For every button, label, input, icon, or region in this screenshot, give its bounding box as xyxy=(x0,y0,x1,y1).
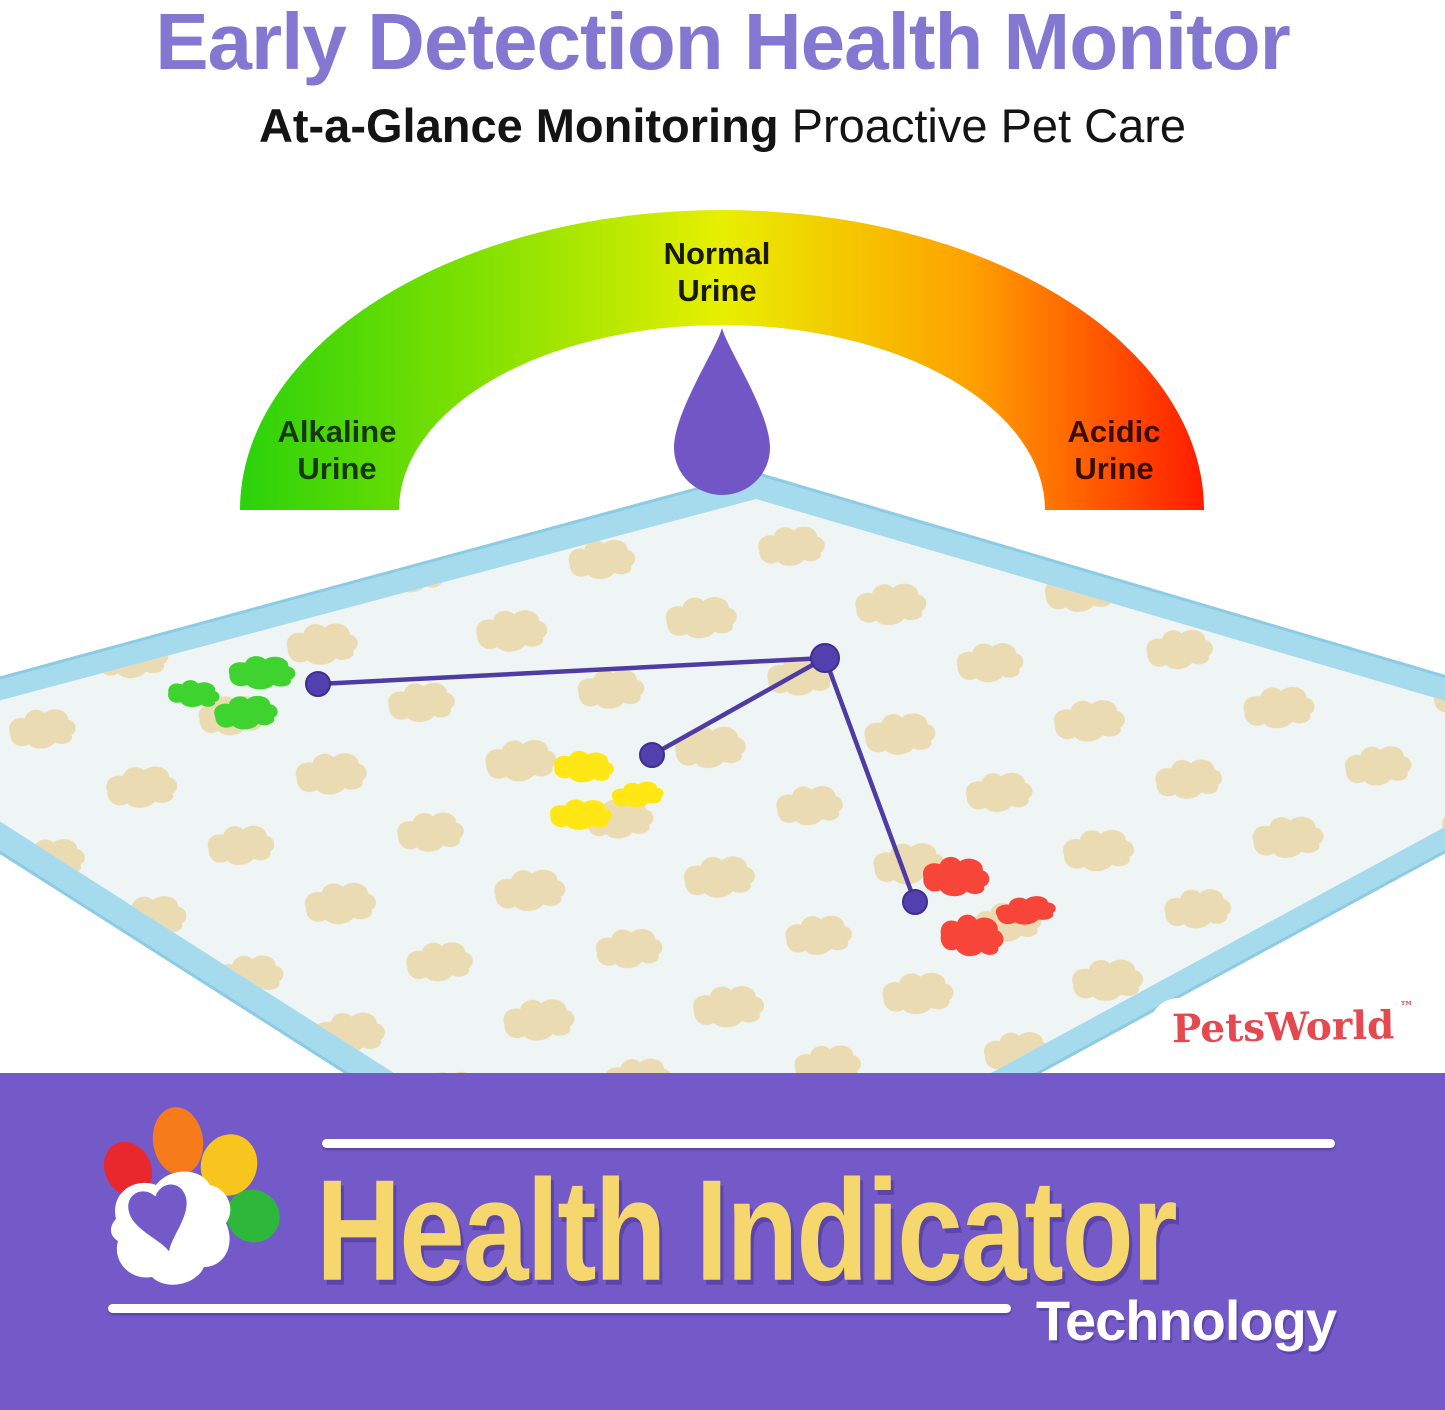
annotation-connectors xyxy=(315,655,918,905)
annotation-dots xyxy=(305,643,928,915)
brand-logo: PetsWorld ™ xyxy=(1150,993,1445,1055)
urine-drop-icon xyxy=(674,328,770,495)
subtitle-regular-text: Proactive Pet Care xyxy=(791,99,1187,152)
gauge-label-normal: Normal Urine xyxy=(663,236,771,308)
gauge-label-acidic: Acidic Urine xyxy=(1067,414,1161,486)
footer-subtitle: Technology xyxy=(1035,1289,1337,1352)
page-title: Early Detection Health Monitor xyxy=(155,0,1291,86)
footer-banner: Health Indicator Technology xyxy=(0,1073,1445,1410)
brand-trademark: ™ xyxy=(1400,999,1414,1015)
footer-divider-bottom xyxy=(108,1304,1011,1313)
paw-heart-icon xyxy=(103,1107,280,1285)
ph-gauge-arc xyxy=(240,210,1204,510)
brand-logo-text: PetsWorld xyxy=(1172,1002,1395,1052)
subtitle-bold-text: At-a-Glance Monitoring xyxy=(258,99,779,152)
page-subtitle: At-a-Glance Monitoring Proactive Pet Car… xyxy=(0,102,1445,149)
footer-divider-top xyxy=(322,1139,1335,1148)
pad-paw-pattern xyxy=(0,499,1445,1248)
footer-title: Health Indicator xyxy=(316,1150,1178,1312)
gauge-label-alkaline: Alkaline Urine xyxy=(277,414,397,486)
